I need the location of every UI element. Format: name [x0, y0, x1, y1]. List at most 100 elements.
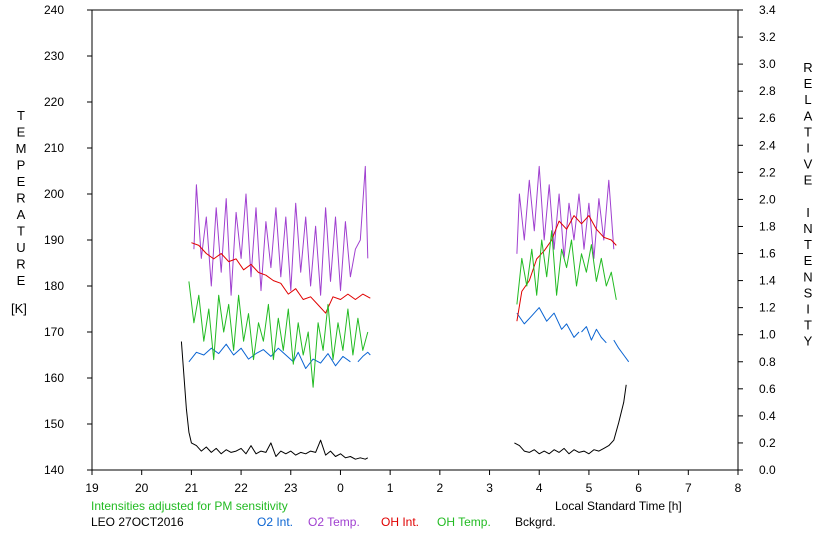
left-axis-label-letter: A — [17, 207, 26, 222]
right-tick-label: 2.2 — [759, 165, 776, 179]
series-line-oh-int — [516, 215, 617, 322]
series-line-o2-int — [613, 339, 630, 363]
right-tick-label: 0.4 — [759, 409, 776, 423]
x-tick-label: 4 — [536, 481, 543, 495]
right-tick-label: 1.4 — [759, 274, 776, 288]
left-tick-label: 230 — [44, 49, 64, 63]
right-tick-label: 3.4 — [759, 3, 776, 17]
axis-ticks: 19 20 21 22 23 0 1 2 3 4 5 6 7 8140150160170180190200… — [44, 3, 776, 495]
right-axis-label-letter: T — [804, 237, 812, 252]
x-tick-label: 6 — [635, 481, 642, 495]
x-tick-label: 7 — [685, 481, 692, 495]
series-line-oh-int — [191, 242, 371, 314]
right-tick-label: 0.2 — [759, 436, 776, 450]
right-tick-label: 2.6 — [759, 111, 776, 125]
right-tick-label: 2.0 — [759, 192, 776, 206]
right-axis-label-letter: I — [806, 302, 810, 317]
right-axis-label-letter: T — [804, 124, 812, 139]
right-axis-label-letter: N — [803, 221, 812, 236]
right-tick-label: 1.8 — [759, 219, 776, 233]
legend-o2-int: O2 Int. — [257, 515, 294, 529]
right-axis-label-letter: E — [804, 253, 813, 268]
right-axis-label-letter: E — [804, 173, 813, 188]
right-tick-label: 0.0 — [759, 463, 776, 477]
series-line-oh-temp — [188, 281, 369, 388]
x-tick-label: 21 — [185, 481, 199, 495]
series-line-o2-int — [581, 326, 607, 344]
series-line-o2-temp — [516, 165, 615, 259]
left-axis-label-letter: T — [17, 108, 25, 123]
left-axis-label-letter: T — [17, 224, 25, 239]
left-tick-label: 200 — [44, 187, 64, 201]
left-tick-label: 220 — [44, 95, 64, 109]
x-tick-label: 22 — [234, 481, 248, 495]
x-tick-label: 0 — [337, 481, 344, 495]
right-axis-label-letter: E — [804, 76, 813, 91]
right-axis-label-letter: I — [806, 141, 810, 156]
x-tick-label: 23 — [284, 481, 298, 495]
right-tick-label: 3.2 — [759, 30, 776, 44]
right-tick-label: 0.6 — [759, 382, 776, 396]
plot-frame — [91, 9, 739, 471]
left-tick-label: 150 — [44, 417, 64, 431]
left-axis-unit: [K] — [11, 301, 27, 316]
sensitivity-note: Intensities adjusted for PM sensitivity — [91, 499, 288, 513]
left-axis-label-letter: E — [17, 125, 26, 140]
right-tick-label: 2.4 — [759, 138, 776, 152]
right-axis-label-letter: Y — [804, 334, 813, 349]
series-line-oh-temp — [516, 230, 617, 305]
left-tick-label: 180 — [44, 279, 64, 293]
series-line-bckgrd — [514, 384, 627, 455]
right-axis-label-letter: R — [803, 60, 812, 75]
right-axis-label-letter: L — [804, 92, 811, 107]
left-axis-label-letter: R — [16, 191, 25, 206]
left-tick-label: 210 — [44, 141, 64, 155]
x-tick-label: 5 — [586, 481, 593, 495]
legend-oh-int: OH Int. — [381, 515, 420, 529]
series-line-bckgrd — [180, 341, 369, 460]
right-axis-label-letter: V — [804, 157, 813, 172]
left-axis-label-letter: U — [16, 240, 25, 255]
right-axis-label-letter: A — [804, 108, 813, 123]
left-axis-label-letter: E — [17, 273, 26, 288]
left-axis-label-letter: M — [16, 141, 27, 156]
right-tick-label: 1.0 — [759, 328, 776, 342]
series-line-o2-temp — [193, 165, 369, 296]
right-axis-label-letter: T — [804, 318, 812, 333]
x-tick-label: 8 — [735, 481, 742, 495]
right-tick-label: 1.6 — [759, 247, 776, 261]
x-tick-label: 20 — [135, 481, 149, 495]
left-tick-label: 170 — [44, 325, 64, 339]
right-tick-label: 2.8 — [759, 84, 776, 98]
series-lines — [180, 165, 630, 460]
x-tick-label: 19 — [85, 481, 99, 495]
right-tick-label: 1.2 — [759, 301, 776, 315]
series-line-o2-int — [357, 351, 371, 363]
x-tick-label: 2 — [437, 481, 444, 495]
right-tick-label: 0.8 — [759, 355, 776, 369]
series-line-o2-int — [188, 343, 351, 369]
x-tick-label: 1 — [387, 481, 394, 495]
station-date: LEO 27OCT2016 — [91, 515, 184, 529]
series-line-o2-int — [516, 307, 580, 338]
x-tick-label: 3 — [486, 481, 493, 495]
legend-bckgrd: Bckgrd. — [515, 515, 556, 529]
plot-border — [91, 9, 739, 471]
right-axis-label-letter: N — [803, 269, 812, 284]
right-axis-label-letter: S — [804, 285, 813, 300]
legend-oh-temp: OH Temp. — [437, 515, 491, 529]
left-tick-label: 190 — [44, 233, 64, 247]
x-axis-label: Local Standard Time [h] — [555, 499, 682, 513]
legend-o2-temp: O2 Temp. — [308, 515, 360, 529]
left-tick-label: 160 — [44, 371, 64, 385]
right-tick-label: 3.0 — [759, 57, 776, 71]
right-axis-label-letter: I — [806, 205, 810, 220]
left-axis-label-letter: P — [17, 158, 26, 173]
left-tick-label: 140 — [44, 463, 64, 477]
left-axis-label-letter: R — [16, 257, 25, 272]
left-tick-label: 240 — [44, 3, 64, 17]
left-axis-label-letter: E — [17, 174, 26, 189]
